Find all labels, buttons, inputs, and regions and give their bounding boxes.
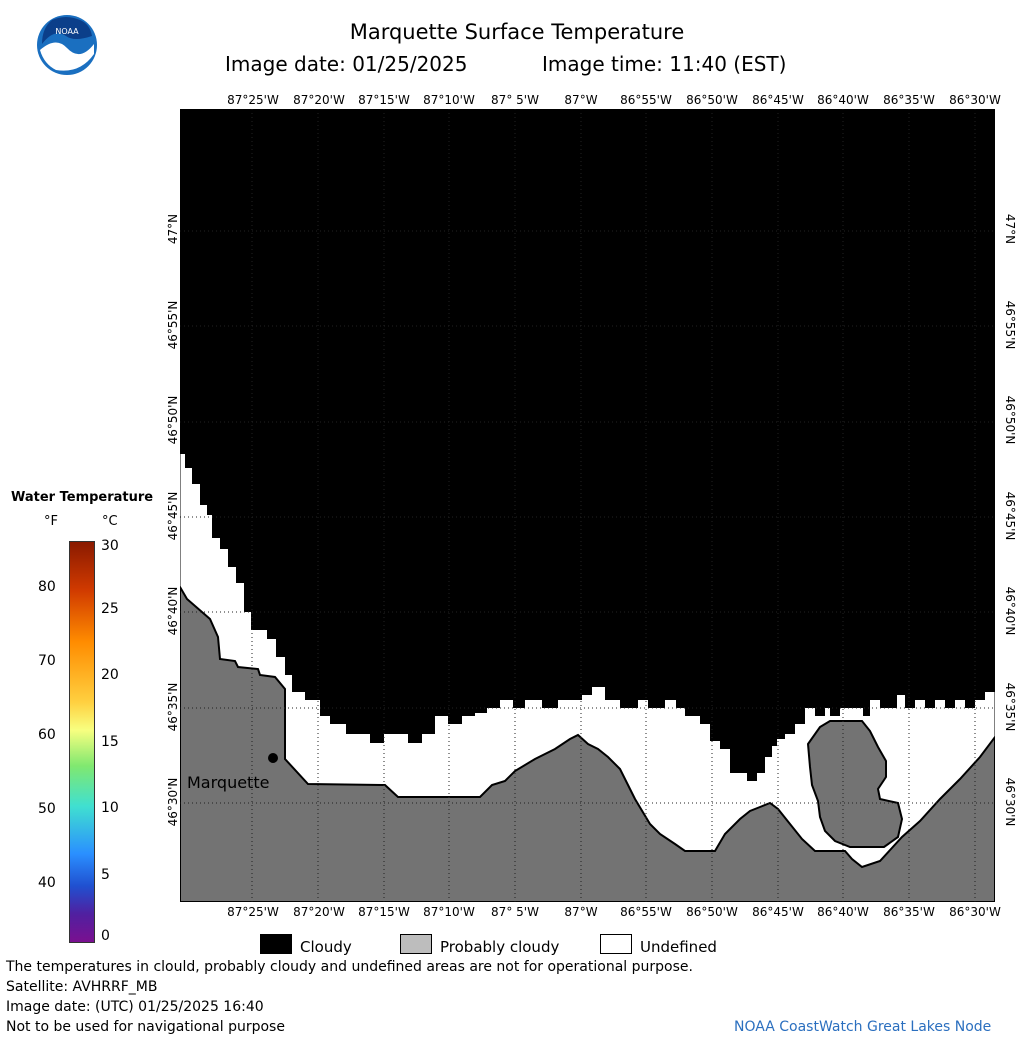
lat-label: 46°55'N	[1003, 300, 1017, 350]
lat-label: 46°50'N	[166, 395, 180, 445]
map-title: Marquette Surface Temperature	[349, 20, 685, 44]
lon-label: 87° 5'W	[491, 93, 539, 107]
f-tick: 80	[38, 579, 56, 595]
lat-label: 46°30'N	[1003, 777, 1017, 827]
footer-satellite: Satellite: AVHRRF_MB	[6, 979, 158, 995]
f-tick: 50	[38, 801, 56, 817]
lon-label: 87°W	[564, 905, 598, 919]
lat-label: 46°45'N	[166, 491, 180, 541]
lon-label: 86°50'W	[686, 93, 738, 107]
lon-label: 86°45'W	[752, 93, 804, 107]
lat-label: 47°N	[166, 213, 180, 245]
land-region	[180, 585, 995, 902]
lon-label: 87°25'W	[227, 905, 279, 919]
footer-image-date: Image date: (UTC) 01/25/2025 16:40	[6, 999, 264, 1015]
c-tick: 15	[101, 734, 119, 750]
lat-label: 46°40'N	[166, 586, 180, 636]
c-tick: 25	[101, 601, 119, 617]
lat-label: 47°N	[1003, 213, 1017, 245]
probably-cloudy-swatch	[400, 934, 432, 954]
c-tick: 0	[101, 928, 110, 944]
lon-label: 87°W	[564, 93, 598, 107]
image-date: Image date: 01/25/2025	[225, 52, 468, 76]
map-area	[180, 109, 995, 902]
f-tick: 60	[38, 727, 56, 743]
c-tick: 30	[101, 538, 119, 554]
lon-label: 87°20'W	[293, 93, 345, 107]
lon-label: 87°25'W	[227, 93, 279, 107]
c-tick: 5	[101, 867, 110, 883]
lon-label: 86°35'W	[883, 905, 935, 919]
probably-cloudy-label: Probably cloudy	[440, 938, 560, 956]
c-tick: 20	[101, 667, 119, 683]
lat-label: 46°35'N	[1003, 682, 1017, 732]
lon-label: 86°55'W	[620, 93, 672, 107]
city-marker	[268, 753, 278, 763]
lon-label: 86°35'W	[883, 93, 935, 107]
cloudy-swatch	[260, 934, 292, 954]
logo-text: NOAA	[55, 27, 79, 36]
lon-label: 87°10'W	[423, 93, 475, 107]
lon-label: 86°30'W	[949, 93, 1001, 107]
lon-label: 86°55'W	[620, 905, 672, 919]
lat-label: 46°35'N	[166, 682, 180, 732]
scale-title: Water Temperature	[11, 490, 154, 505]
lat-label: 46°55'N	[166, 300, 180, 350]
peninsula-region	[806, 720, 904, 848]
footer-navigation-warning: Not to be used for navigational purpose	[6, 1019, 285, 1035]
lon-label: 86°45'W	[752, 905, 804, 919]
lon-label: 86°50'W	[686, 905, 738, 919]
noaa-logo: NOAA	[37, 15, 97, 75]
lon-label: 87°15'W	[358, 93, 410, 107]
city-label: Marquette	[187, 773, 270, 792]
color-bar	[69, 541, 95, 943]
footer-credit-link[interactable]: NOAA CoastWatch Great Lakes Node	[734, 1019, 992, 1035]
undefined-swatch	[600, 934, 632, 954]
undefined-label: Undefined	[640, 938, 717, 956]
lat-label: 46°40'N	[1003, 586, 1017, 636]
f-tick: 40	[38, 875, 56, 891]
lon-label: 87°10'W	[423, 905, 475, 919]
lat-label: 46°45'N	[1003, 491, 1017, 541]
unit-celsius: °C	[102, 514, 118, 529]
lon-label: 86°40'W	[817, 905, 869, 919]
lon-label: 86°30'W	[949, 905, 1001, 919]
lat-label: 46°50'N	[1003, 395, 1017, 445]
f-tick: 70	[38, 653, 56, 669]
footer-disclaimer: The temperatures in clould, probably clo…	[6, 959, 693, 975]
lon-label: 87°15'W	[358, 905, 410, 919]
grid-lines	[180, 109, 995, 902]
lon-label: 87°20'W	[293, 905, 345, 919]
lon-label: 87° 5'W	[491, 905, 539, 919]
image-time: Image time: 11:40 (EST)	[542, 52, 787, 76]
unit-fahrenheit: °F	[44, 514, 58, 529]
cloudy-region	[180, 109, 995, 781]
lon-label: 86°40'W	[817, 93, 869, 107]
cloudy-label: Cloudy	[300, 938, 352, 956]
lat-label: 46°30'N	[166, 777, 180, 827]
c-tick: 10	[101, 800, 119, 816]
